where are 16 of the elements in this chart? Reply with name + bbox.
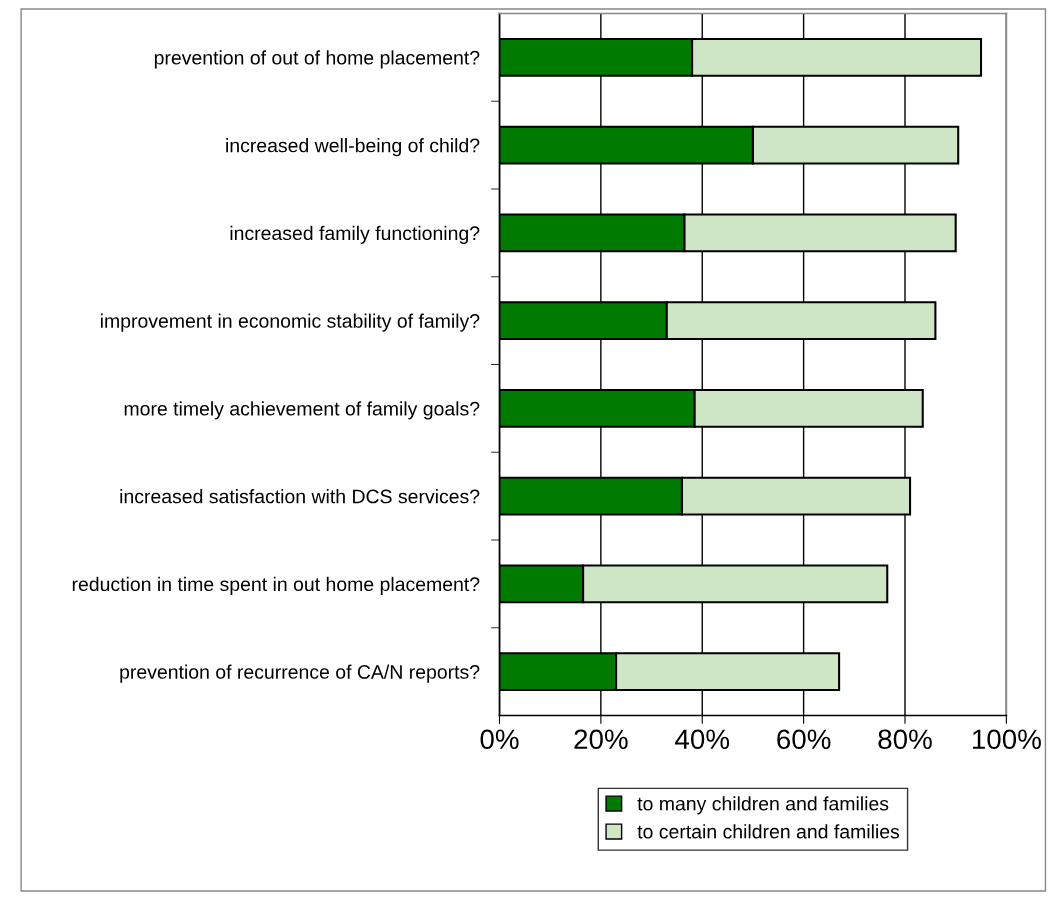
x-tick-label: 0% bbox=[480, 729, 519, 750]
y-tick-label: prevention of recurrence of CA/N reports? bbox=[120, 664, 480, 683]
x-tick-label: 40% bbox=[675, 729, 730, 750]
y-tick-label: increased family functioning? bbox=[230, 225, 480, 244]
x-tick-label: 20% bbox=[574, 729, 628, 750]
y-tick-label: increased well-being of child? bbox=[226, 138, 480, 157]
y-tick-label: prevention of out of home placement? bbox=[154, 50, 480, 69]
legend-label: to many children and families bbox=[637, 796, 889, 815]
legend-label: to certain children and families bbox=[637, 824, 900, 839]
y-tick-label: increased satisfaction with DCS services? bbox=[120, 489, 480, 504]
x-tick-label: 80% bbox=[878, 729, 932, 750]
x-tick-label: 100% bbox=[972, 729, 1041, 750]
y-tick-label: reduction in time spent in out home placement? bbox=[72, 576, 480, 595]
x-tick-label: 60% bbox=[777, 729, 831, 750]
y-tick-label: improvement in economic stability of family? bbox=[100, 313, 480, 332]
y-tick-label: more timely achievement of family goals? bbox=[124, 401, 480, 420]
